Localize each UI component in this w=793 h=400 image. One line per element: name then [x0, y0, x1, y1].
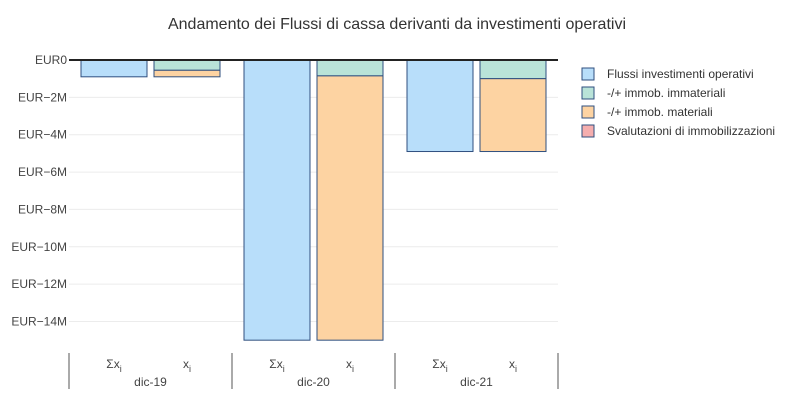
bar-segment[interactable] [316, 75, 384, 341]
bar-label: Σxi [106, 357, 121, 374]
y-tick-label: EUR−12M [11, 277, 67, 291]
legend-swatch [581, 67, 595, 81]
group-label: dic-21 [460, 375, 493, 389]
bar-label: xi [509, 357, 517, 374]
grid [69, 96, 558, 322]
bar-label: Σxi [432, 357, 447, 374]
legend-swatch [581, 124, 595, 138]
legend-item[interactable]: Svalutazioni di immobilizzazioni [581, 124, 775, 138]
legend-label: -/+ immob. immateriali [607, 86, 725, 100]
bar-segment[interactable] [316, 59, 384, 77]
group-label: dic-19 [134, 375, 167, 389]
y-tick-label: EUR−6M [18, 165, 67, 179]
y-axis-ticks: EUR0 EUR−2M EUR−4M EUR−6M EUR−8M EUR−10M EUR−1… [11, 53, 67, 329]
y-tick-label: EUR−14M [11, 315, 67, 329]
y-tick-label: EUR−4M [18, 128, 67, 142]
bar-segment[interactable] [153, 69, 221, 78]
bar-label: Σxi [269, 357, 284, 374]
bar-segment[interactable] [479, 59, 547, 80]
legend-swatch [581, 105, 595, 119]
bar-segment[interactable] [479, 78, 547, 153]
bar-segment[interactable] [406, 59, 474, 153]
bars [80, 59, 547, 341]
legend-swatch [581, 86, 595, 100]
legend-item[interactable]: -/+ immob. materiali [581, 105, 713, 119]
legend[interactable]: Flussi investimenti operativi -/+ immob. … [581, 67, 775, 138]
bar-label: xi [346, 357, 354, 374]
y-tick-label: EUR−2M [18, 90, 67, 104]
legend-label: Flussi investimenti operativi [607, 67, 754, 81]
legend-label: -/+ immob. materiali [607, 105, 713, 119]
legend-item[interactable]: Flussi investimenti operativi [581, 67, 754, 81]
x-axis: Σxi xi dic-19 Σxi xi dic-20 Σxi xi dic-21 [68, 353, 559, 389]
bar-segment[interactable] [153, 59, 221, 71]
group-label: dic-20 [297, 375, 330, 389]
bar-label: xi [183, 357, 191, 374]
y-tick-label: EUR−10M [11, 240, 67, 254]
y-tick-label: EUR0 [35, 53, 67, 67]
y-tick-label: EUR−8M [18, 202, 67, 216]
legend-item[interactable]: -/+ immob. immateriali [581, 86, 725, 100]
legend-label: Svalutazioni di immobilizzazioni [607, 124, 775, 138]
bar-segment[interactable] [243, 59, 311, 341]
bar-segment[interactable] [80, 59, 148, 78]
chart-title: Andamento dei Flussi di cassa derivanti … [168, 16, 626, 33]
